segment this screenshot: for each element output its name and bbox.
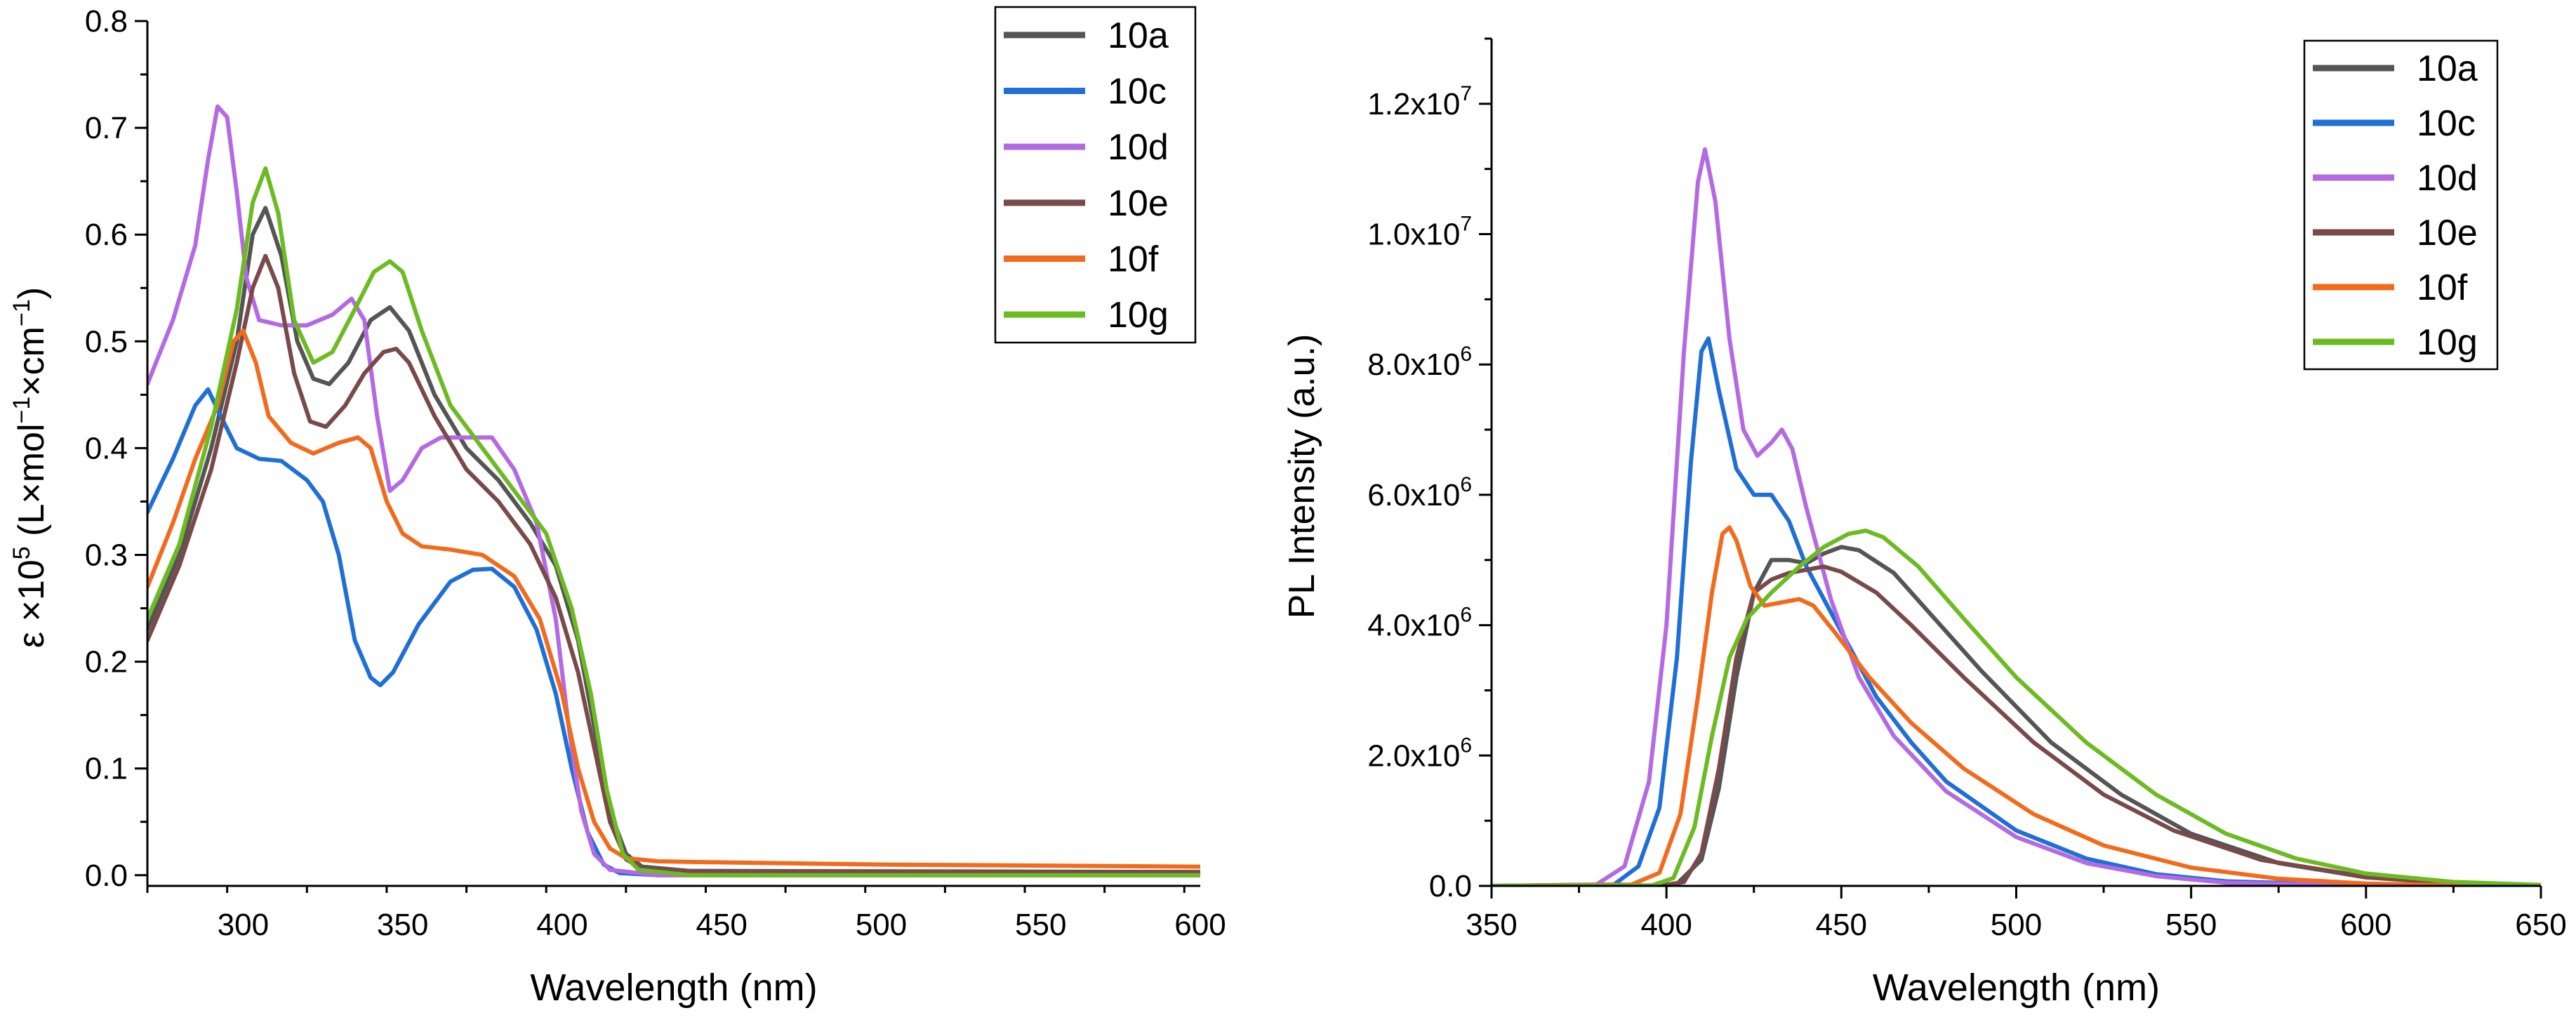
legend-label-10d: 10d xyxy=(2417,158,2478,199)
y-tick-label: 0.0 xyxy=(1429,869,1472,903)
x-axis-title: Wavelength (nm) xyxy=(530,967,817,1009)
legend-label-10a: 10a xyxy=(1108,15,1169,56)
series-line-10e xyxy=(1492,564,2541,886)
y-tick-label: 0.7 xyxy=(85,111,128,145)
series-line-10c xyxy=(147,387,1200,877)
x-tick-label: 550 xyxy=(1015,908,1066,942)
legend-label-10e: 10e xyxy=(1108,183,1169,224)
x-tick-label: 650 xyxy=(2515,908,2566,942)
y-tick-label: 0.1 xyxy=(85,752,128,786)
legend: 10a 10c 10d 10e 10f 10g xyxy=(2303,39,2499,371)
y-tick-label: 0.4 xyxy=(85,431,128,465)
pl-emission-chart: 350 400 450 500 550 600 650 0.0 2.0x106 4.0x106 6.… xyxy=(1282,37,2567,1009)
absorption-chart: 300 350 400 450 500 550 600 0.0 0.1 0.2 0.3 0.4 0.5 0… xyxy=(8,4,1226,1009)
legend-label-10c: 10c xyxy=(2417,103,2476,144)
series-line-10f xyxy=(147,329,1200,869)
legend-label-10g: 10g xyxy=(2417,322,2478,363)
pl-emission-chart-panel: 350 400 450 500 550 600 650 0.0 2.0x106 4.0x106 6.… xyxy=(1249,0,2576,1034)
series-line-10g xyxy=(147,166,1200,877)
x-tick-label: 400 xyxy=(1640,908,1692,942)
y-tick-label: 0.6 xyxy=(85,218,128,252)
legend: 10a 10c 10d 10e 10f 10g xyxy=(994,6,1197,344)
legend-box xyxy=(2303,39,2499,371)
series-line-10e xyxy=(147,253,1200,875)
x-tick-label: 350 xyxy=(377,908,428,942)
x-tick-label: 500 xyxy=(856,908,907,942)
legend-label-10e: 10e xyxy=(2417,213,2478,253)
y-tick-label: 1.2x107 xyxy=(1367,82,1472,121)
x-tick-label: 500 xyxy=(1991,908,2042,942)
legend-label-10f: 10f xyxy=(1108,239,1159,280)
legend-label-10d: 10d xyxy=(1108,127,1169,168)
x-tick-label: 350 xyxy=(1466,908,1517,942)
y-tick-label: 1.0x107 xyxy=(1367,213,1472,252)
legend-label-10g: 10g xyxy=(1108,295,1169,336)
x-axis-title: Wavelength (nm) xyxy=(1873,967,2160,1009)
y-tick-label: 2.0x106 xyxy=(1367,734,1472,773)
x-tick-label: 300 xyxy=(218,908,269,942)
x-tick-label: 450 xyxy=(1816,908,1867,942)
x-tick-label: 600 xyxy=(1174,908,1226,942)
y-tick-label: 0.3 xyxy=(85,538,128,572)
y-tick-label: 0.2 xyxy=(85,645,128,680)
series-group xyxy=(1492,147,2541,886)
y-tick-label: 0.5 xyxy=(85,324,128,359)
series-line-10f xyxy=(1492,525,2541,886)
series-line-10g xyxy=(1492,529,2541,886)
y-axis-title: PL Intensity (a.u.) xyxy=(1282,334,1322,619)
series-line-10d xyxy=(1492,147,2541,886)
y-tick-label: 0.0 xyxy=(85,859,128,893)
legend-box xyxy=(994,6,1197,344)
y-tick-label: 6.0x106 xyxy=(1367,473,1472,512)
legend-label-10f: 10f xyxy=(2417,267,2468,308)
series-line-10c xyxy=(1492,336,2541,886)
series-group xyxy=(147,104,1200,877)
x-tick-label: 400 xyxy=(536,908,587,942)
y-tick-label: 8.0x106 xyxy=(1367,343,1472,382)
x-tick-label: 600 xyxy=(2340,908,2391,942)
y-tick-label: 0.8 xyxy=(85,4,128,39)
x-tick-label: 550 xyxy=(2165,908,2217,942)
absorption-chart-panel: 300 350 400 450 500 550 600 0.0 0.1 0.2 0.3 0.4 0.5 0… xyxy=(0,0,1249,1034)
y-tick-label: 4.0x106 xyxy=(1367,604,1472,643)
legend-label-10c: 10c xyxy=(1108,72,1167,112)
legend-label-10a: 10a xyxy=(2417,48,2478,89)
x-tick-label: 450 xyxy=(696,908,747,942)
y-axis-title: ε ×105 (L×mol−1×cm−1) xyxy=(8,287,52,648)
series-line-10a xyxy=(1492,545,2541,886)
